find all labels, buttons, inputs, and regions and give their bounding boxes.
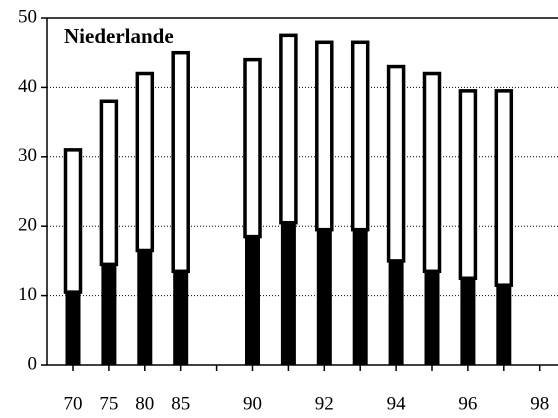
bar-segment bbox=[422, 71, 442, 274]
x-tick-label: 90 bbox=[243, 393, 262, 414]
x-tick-label: 94 bbox=[387, 393, 407, 414]
bar-segment bbox=[65, 292, 81, 365]
y-tick-label: 50 bbox=[18, 6, 37, 27]
bar-segment bbox=[494, 89, 514, 287]
x-tick-label: 75 bbox=[99, 393, 118, 414]
bar-segment bbox=[243, 57, 262, 239]
bar-segment bbox=[135, 71, 155, 253]
bar-segment bbox=[350, 40, 370, 232]
x-tick-label: 92 bbox=[315, 393, 334, 414]
bar-segment bbox=[101, 264, 117, 365]
y-tick-label: 10 bbox=[18, 284, 37, 305]
bar-segment bbox=[460, 278, 476, 365]
x-tick-label: 70 bbox=[64, 393, 83, 414]
x-tick-label: 80 bbox=[135, 393, 154, 414]
y-tick-label: 30 bbox=[18, 145, 37, 166]
bar-segment bbox=[386, 64, 406, 263]
bar-segment bbox=[315, 40, 334, 232]
chart-title: Niederlande bbox=[64, 24, 174, 48]
bar-segment bbox=[388, 260, 404, 365]
bar-segment bbox=[458, 89, 478, 281]
bar-segment bbox=[137, 250, 153, 365]
y-tick-label: 20 bbox=[18, 215, 37, 236]
x-tick-label: 85 bbox=[171, 393, 190, 414]
bar-segment bbox=[99, 99, 119, 267]
x-tick-label: 96 bbox=[458, 393, 477, 414]
bar-segment bbox=[171, 50, 190, 274]
bar-segment bbox=[245, 236, 260, 365]
x-tick-label: 98 bbox=[530, 393, 549, 414]
bar-segment bbox=[279, 33, 298, 225]
bar-segment bbox=[173, 271, 189, 365]
y-tick-label: 40 bbox=[18, 76, 37, 97]
bar-segment bbox=[496, 285, 512, 365]
bar-segment bbox=[352, 229, 368, 365]
bar-segment bbox=[316, 229, 332, 365]
bar-segment bbox=[280, 222, 296, 365]
y-tick-label: 0 bbox=[28, 353, 38, 374]
bar-segment bbox=[424, 271, 440, 365]
bar-segment bbox=[63, 148, 83, 294]
